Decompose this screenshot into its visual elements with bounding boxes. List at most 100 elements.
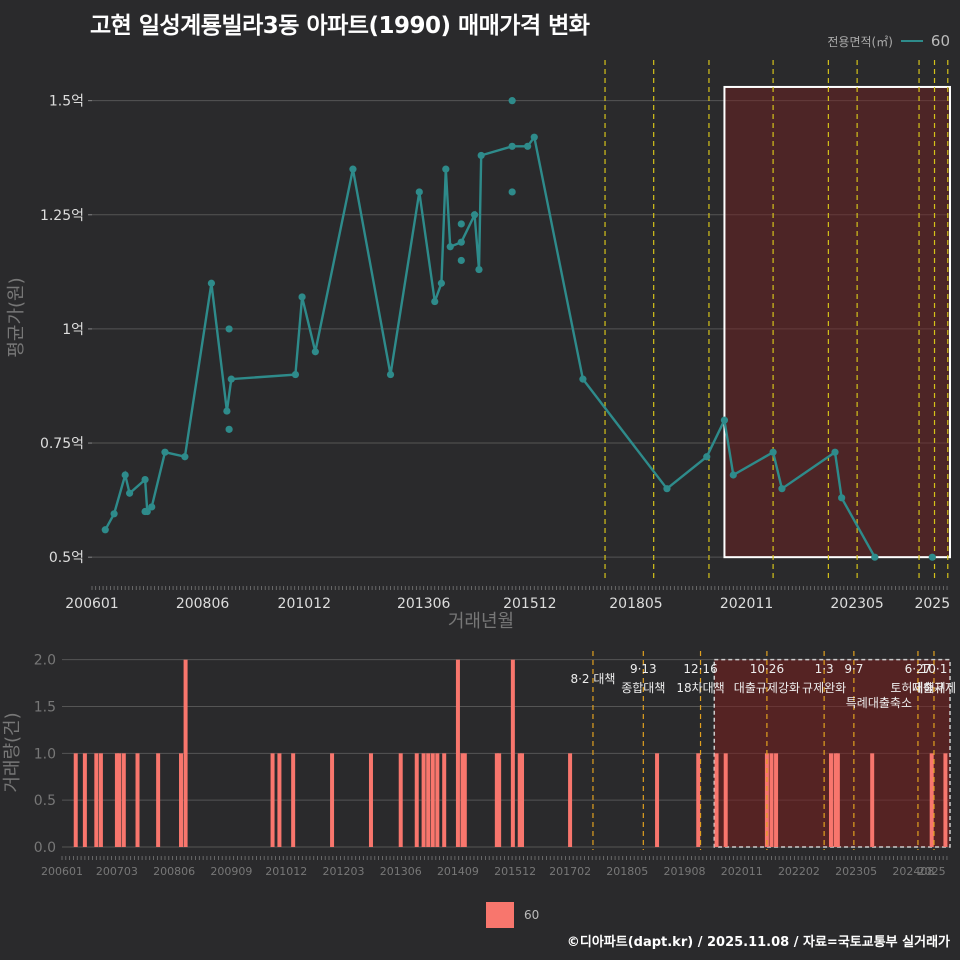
volume-bar (442, 753, 447, 847)
volume-event-date: 10·1 (921, 662, 948, 676)
volume-bar (270, 753, 275, 847)
chart-title: 고현 일성계룡빌라3동 아파트(1990) 매매가격 변화 (90, 13, 590, 39)
volume-bar (421, 753, 426, 847)
price-xtick-label: 202011 (720, 596, 773, 612)
volume-ytick-label: 0.5 (34, 793, 56, 809)
volume-bar (156, 753, 161, 847)
price-point (386, 370, 395, 379)
volume-bar (455, 659, 460, 847)
price-xtick-label: 201306 (397, 596, 451, 612)
price-xtick-label: 201512 (503, 596, 556, 612)
volume-xtick-label: 202408 (892, 865, 934, 878)
volume-bar (828, 753, 833, 847)
volume-bar (714, 753, 719, 847)
price-point (769, 448, 777, 456)
volume-xtick-label: 201306 (380, 865, 422, 878)
legend-title: 전용면적(㎡) (827, 34, 893, 49)
volume-bar (98, 753, 103, 847)
volume-event-label: 대출규제강화 (734, 681, 800, 695)
volume-bar (943, 753, 948, 847)
volume-bar (368, 753, 373, 847)
volume-bar (497, 753, 502, 847)
price-scatter-point (928, 553, 936, 561)
volume-bar (494, 753, 499, 847)
volume-bar (462, 753, 467, 847)
volume-ytick-label: 0.0 (34, 840, 56, 856)
volume-bar (277, 753, 282, 847)
volume-bar (73, 753, 78, 847)
price-point (457, 238, 465, 246)
footer-credit: ©디아파트(dapt.kr) / 2025.11.08 / 자료=국토교통부 실… (566, 935, 950, 950)
price-point (446, 243, 454, 251)
volume-event-date: 6·27 (905, 662, 932, 676)
volume-xtick-label: 202202 (778, 865, 820, 878)
price-ytick-label: 1.25억 (40, 208, 84, 224)
volume-bar (121, 753, 126, 847)
price-point (530, 133, 538, 141)
price-point (663, 485, 671, 493)
volume-event-label: 종합대책 (621, 680, 665, 695)
legend-bar-value: 60 (524, 908, 540, 922)
price-xtick-label: 202305 (830, 596, 883, 612)
volume-bar (835, 753, 840, 847)
price-point (720, 416, 729, 424)
volume-ytick-label: 2.0 (34, 653, 56, 669)
volume-event-label: 특례대출축소 (846, 696, 912, 710)
volume-bar (114, 753, 119, 847)
price-point (475, 265, 483, 274)
price-scatter-point (508, 97, 516, 105)
price-point (110, 510, 118, 518)
price-scatter-point (457, 256, 465, 265)
volume-bar (696, 753, 701, 847)
price-point (223, 407, 231, 415)
price-scatter-point (225, 425, 233, 433)
price-point (181, 453, 189, 461)
volume-xtick-label: 201012 (265, 865, 307, 878)
volume-bar (426, 753, 431, 847)
volume-bar (135, 753, 140, 847)
volume-event-label: 토허제해제 (890, 681, 945, 695)
price-ytick-label: 0.75억 (40, 436, 84, 452)
volume-xtick-label: 202305 (835, 865, 877, 878)
volume-bar (398, 753, 403, 847)
volume-bar (870, 753, 875, 847)
price-point (831, 448, 839, 456)
volume-bar (929, 753, 934, 847)
volume-xtick-label: 200703 (96, 865, 138, 878)
price-point (442, 165, 450, 173)
volume-bar (520, 753, 525, 847)
price-point (838, 494, 846, 502)
volume-xtick-label: 2025 (918, 865, 946, 878)
volume-bar (94, 753, 99, 847)
price-point (508, 142, 516, 150)
volume-xtick-label: 201409 (437, 865, 479, 878)
volume-bar (183, 659, 188, 847)
volume-bar (510, 659, 515, 847)
volume-bar (117, 753, 122, 847)
price-point (101, 526, 109, 534)
volume-bar (517, 753, 522, 847)
price-scatter-point (225, 325, 233, 333)
volume-event-date: 10·26 (750, 662, 784, 676)
volume-bar (430, 753, 435, 847)
legend-value: 60 (930, 32, 950, 50)
price-ylabel: 평균가(원) (6, 277, 27, 357)
price-point (871, 553, 879, 561)
volume-bar (460, 753, 465, 847)
price-scatter-point (141, 507, 149, 516)
volume-event-date: 9·13 (630, 662, 657, 676)
volume-xtick-label: 200601 (41, 865, 83, 878)
price-point (524, 142, 532, 150)
price-point (311, 348, 319, 356)
price-point (141, 475, 149, 484)
volume-xtick-label: 200909 (210, 865, 252, 878)
volume-xtick-label: 201512 (494, 865, 536, 878)
volume-bar (723, 753, 728, 847)
legend-bar-swatch (486, 902, 514, 928)
volume-xtick-label: 201203 (323, 865, 365, 878)
price-point (121, 471, 129, 479)
price-scatter-point (457, 220, 465, 228)
price-xtick-label: 2025 (914, 596, 950, 612)
price-point (477, 151, 485, 160)
